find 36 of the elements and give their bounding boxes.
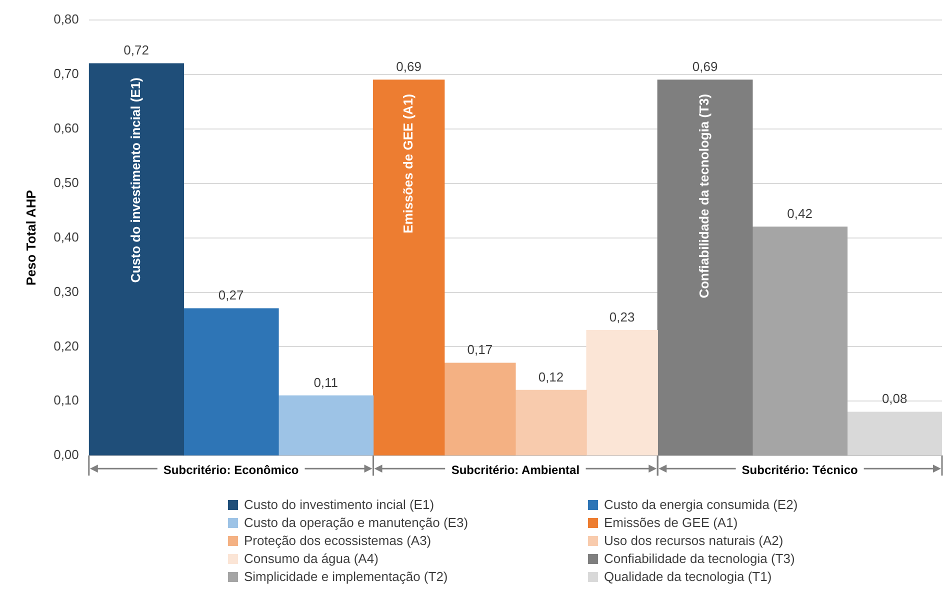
- y-tick-label: 0,30: [54, 284, 79, 299]
- legend-label: Custo da energia consumida (E2): [604, 497, 798, 512]
- legend-label: Uso dos recursos naturais (A2): [604, 533, 784, 548]
- y-tick-label: 0,80: [54, 12, 79, 27]
- data-label: 0,69: [396, 58, 422, 74]
- annotation: Confiabilidade da tecnologia (T3): [696, 94, 712, 298]
- x-tick-label: Subcritério: Econômico: [163, 463, 299, 478]
- data-label: 0,17: [467, 342, 493, 358]
- x-tick-label: Subcritério: Ambiental: [451, 463, 580, 478]
- x-tick-label: Subcritério: Técnico: [742, 463, 858, 478]
- legend-label: Consumo da água (A4): [244, 551, 378, 566]
- legend-label: Proteção dos ecossistemas (A3): [244, 533, 432, 548]
- y-tick-label: 0,10: [54, 392, 79, 408]
- data-label: 0,23: [609, 309, 635, 324]
- annotation: Custo do investimento incial (E1): [128, 78, 143, 283]
- data-label: 0,08: [882, 391, 908, 406]
- y-tick-label: 0,70: [54, 66, 79, 82]
- y-tick-label: 0,40: [54, 229, 79, 244]
- legend-label: Qualidade da tecnologia (T1): [604, 569, 772, 584]
- legend-label: Emissões de GEE (A1): [604, 515, 738, 530]
- y-axis-title: Peso Total AHP: [23, 190, 38, 286]
- legend-label: Confiabilidade da tecnologia (T3): [604, 551, 795, 566]
- legend-label: Custo do investimento incial (E1): [244, 497, 434, 512]
- y-tick-label: 0,00: [54, 447, 79, 462]
- data-label: 0,12: [538, 369, 564, 384]
- data-label: 0,42: [787, 206, 812, 221]
- data-label: 0,72: [124, 42, 149, 58]
- data-label: 0,27: [218, 288, 244, 303]
- y-tick-label: 0,50: [54, 174, 79, 190]
- data-label: 0,11: [314, 374, 338, 390]
- y-tick-label: 0,20: [54, 338, 79, 354]
- annotation: Emissões de GEE (A1): [400, 94, 416, 234]
- data-label: 0,69: [692, 58, 718, 74]
- legend-label: Simplicidade e implementação (T2): [244, 569, 448, 584]
- legend-label: Custo da operação e manutenção (E3): [244, 515, 468, 530]
- y-tick-label: 0,60: [54, 120, 79, 136]
